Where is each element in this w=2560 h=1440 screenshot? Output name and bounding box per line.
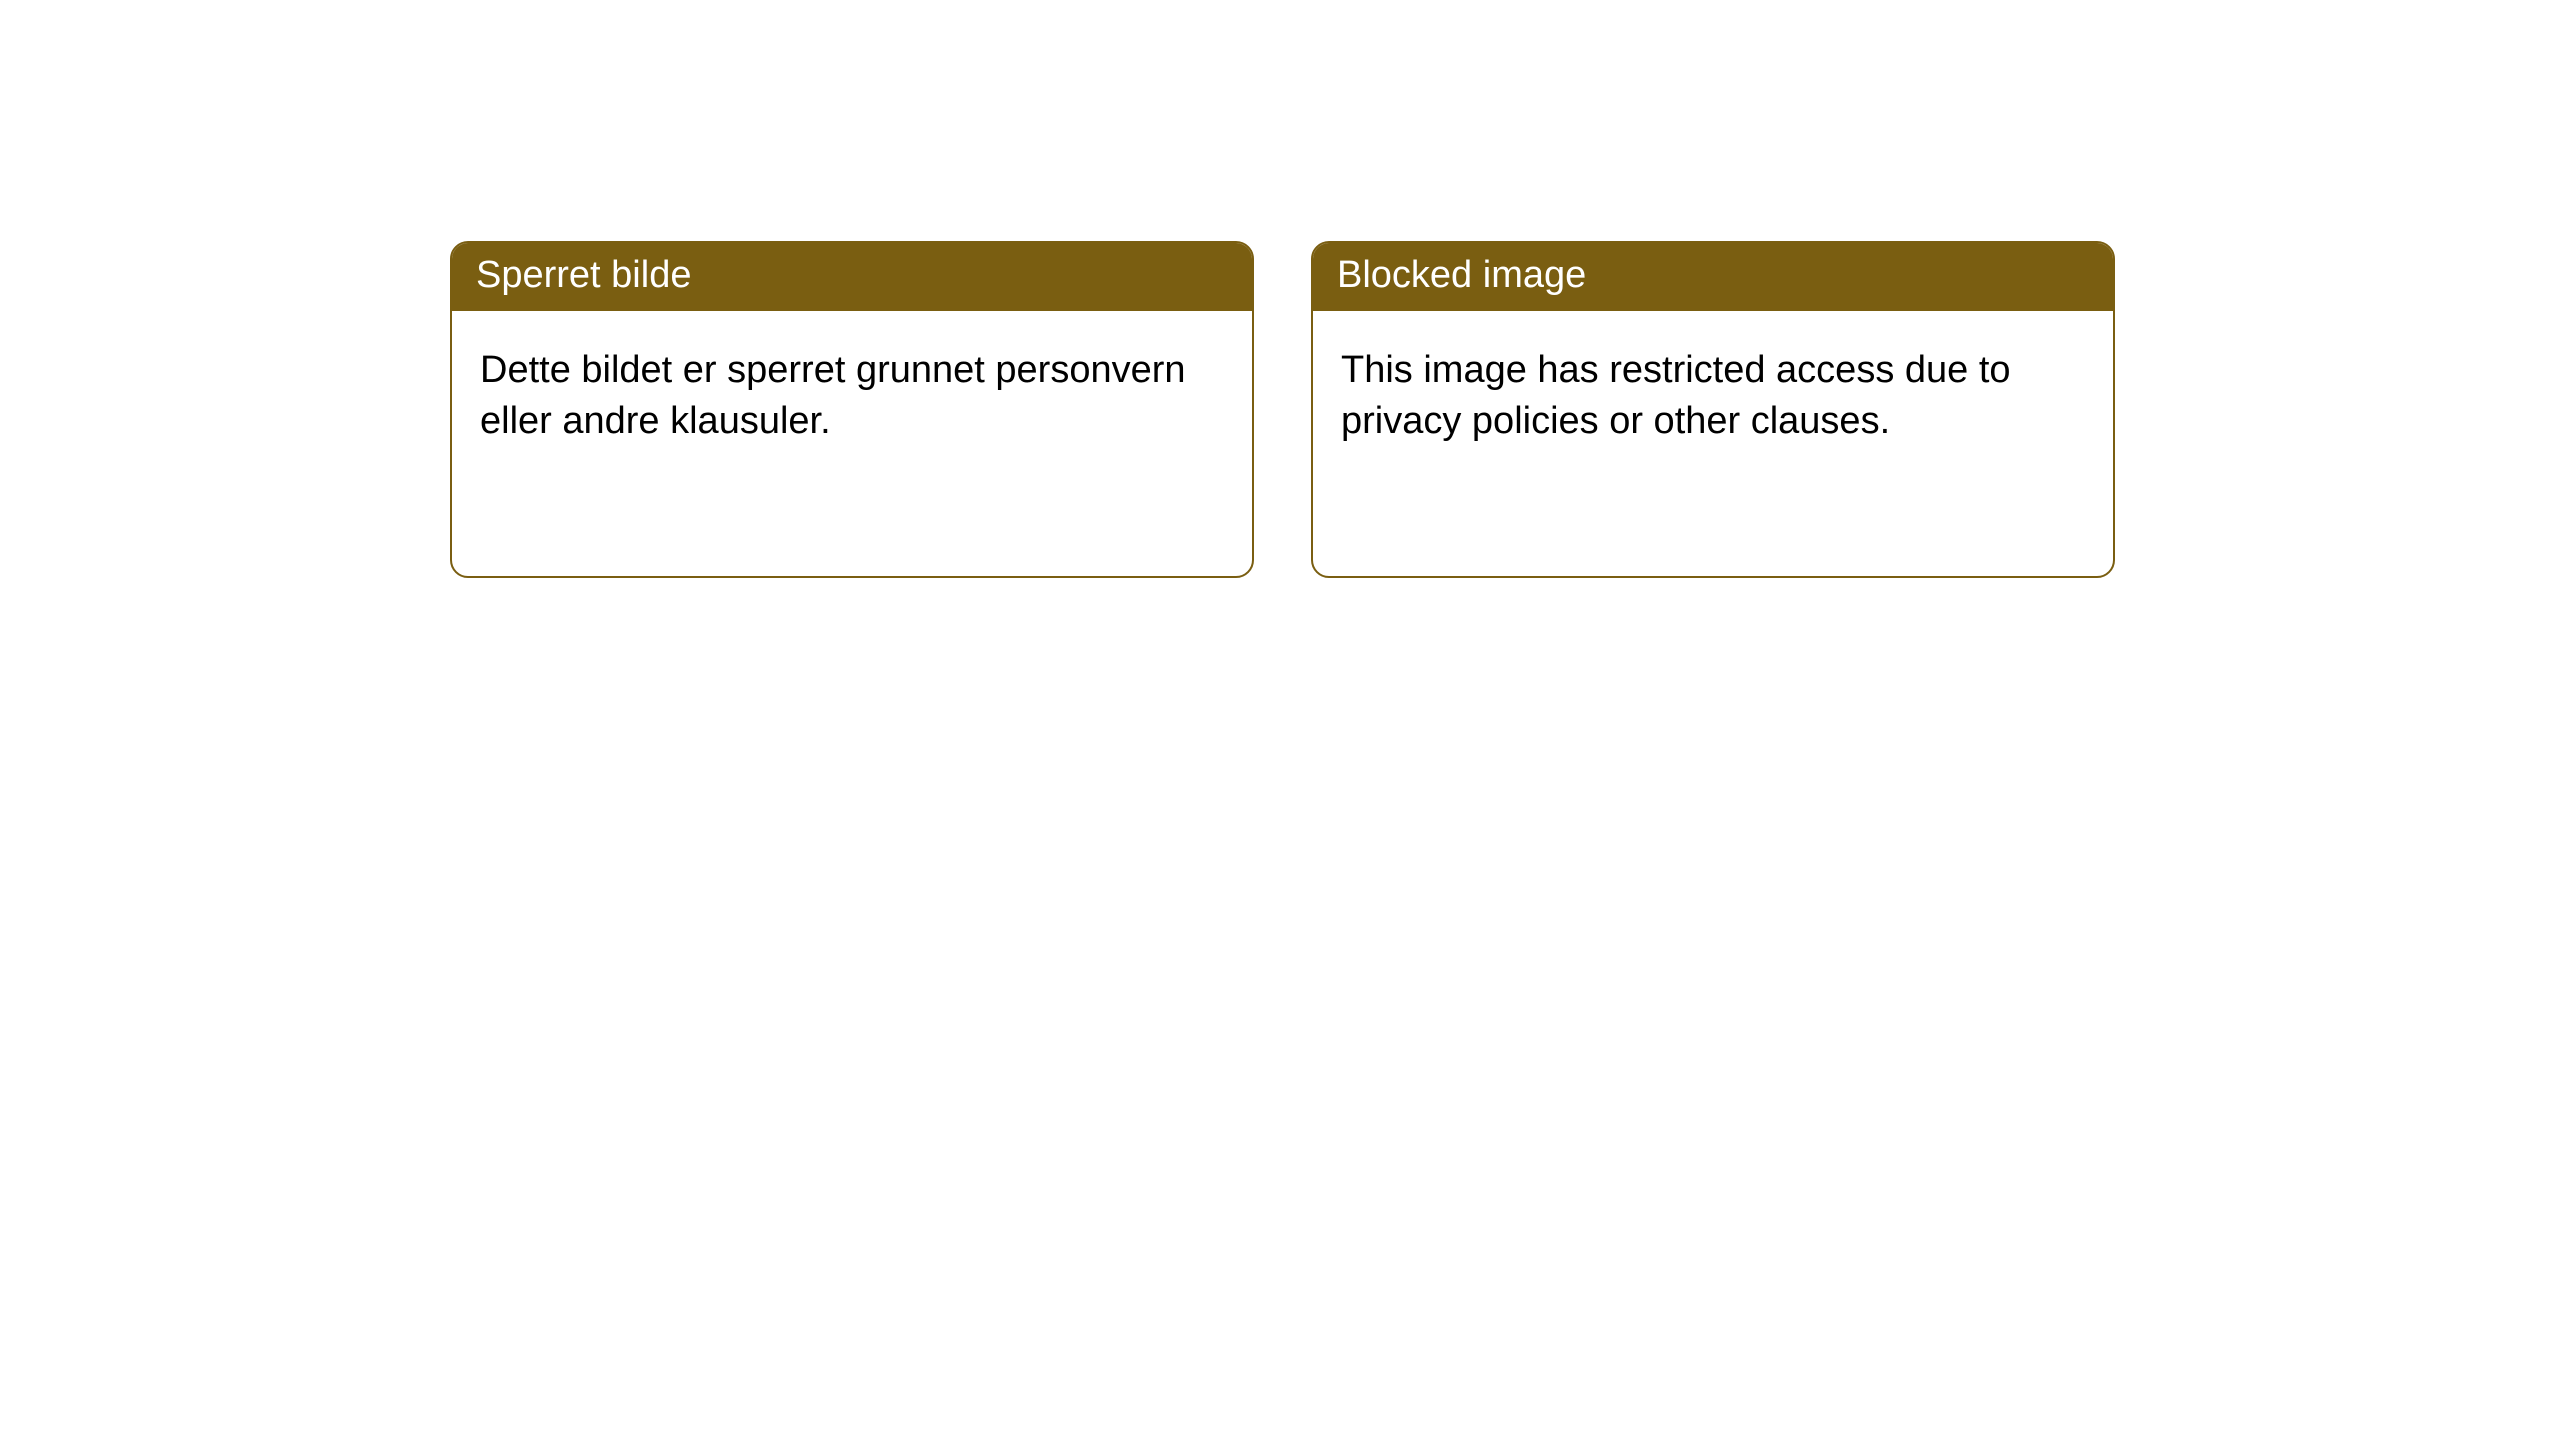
notice-cards-container: Sperret bilde Dette bildet er sperret gr… — [450, 241, 2115, 578]
card-body-text: Dette bildet er sperret grunnet personve… — [480, 349, 1186, 442]
notice-card-english: Blocked image This image has restricted … — [1311, 241, 2115, 578]
card-body: This image has restricted access due to … — [1313, 311, 2113, 482]
card-body-text: This image has restricted access due to … — [1341, 349, 2011, 442]
card-header-text: Blocked image — [1337, 254, 1586, 296]
card-header: Sperret bilde — [452, 243, 1252, 311]
card-header: Blocked image — [1313, 243, 2113, 311]
card-body: Dette bildet er sperret grunnet personve… — [452, 311, 1252, 482]
notice-card-norwegian: Sperret bilde Dette bildet er sperret gr… — [450, 241, 1254, 578]
card-header-text: Sperret bilde — [476, 254, 691, 296]
